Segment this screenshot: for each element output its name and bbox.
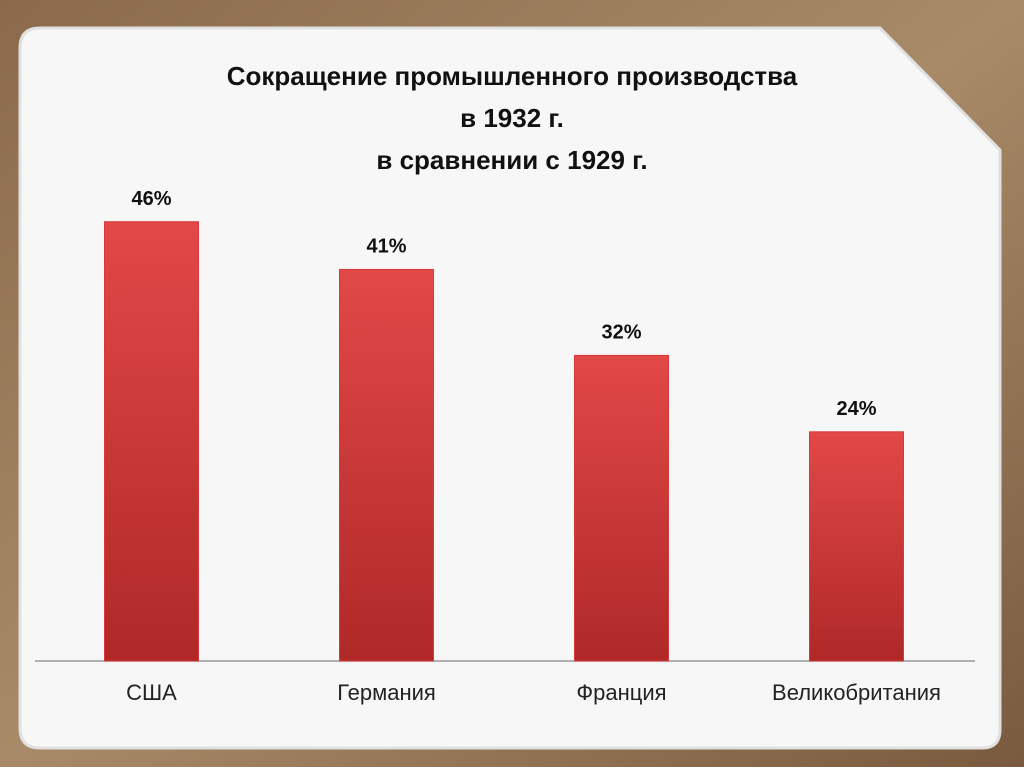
value-label: 46% (131, 188, 171, 210)
x-tick-label: США (126, 680, 177, 705)
panel (18, 26, 1002, 750)
chart-title: в сравнении с 1929 г. (376, 145, 647, 175)
bar (809, 431, 904, 662)
chart-title: Сокращение промышленного производства (227, 61, 798, 91)
x-tick-label: Великобритания (772, 680, 941, 705)
value-label: 41% (366, 236, 406, 258)
x-tick-label: Франция (576, 680, 666, 705)
x-tick-label: Германия (337, 680, 436, 705)
bar (104, 221, 199, 662)
chart-title: в 1932 г. (460, 103, 564, 133)
bar (574, 354, 669, 662)
bar (339, 268, 434, 662)
value-label: 24% (836, 398, 876, 420)
value-label: 32% (601, 322, 641, 344)
